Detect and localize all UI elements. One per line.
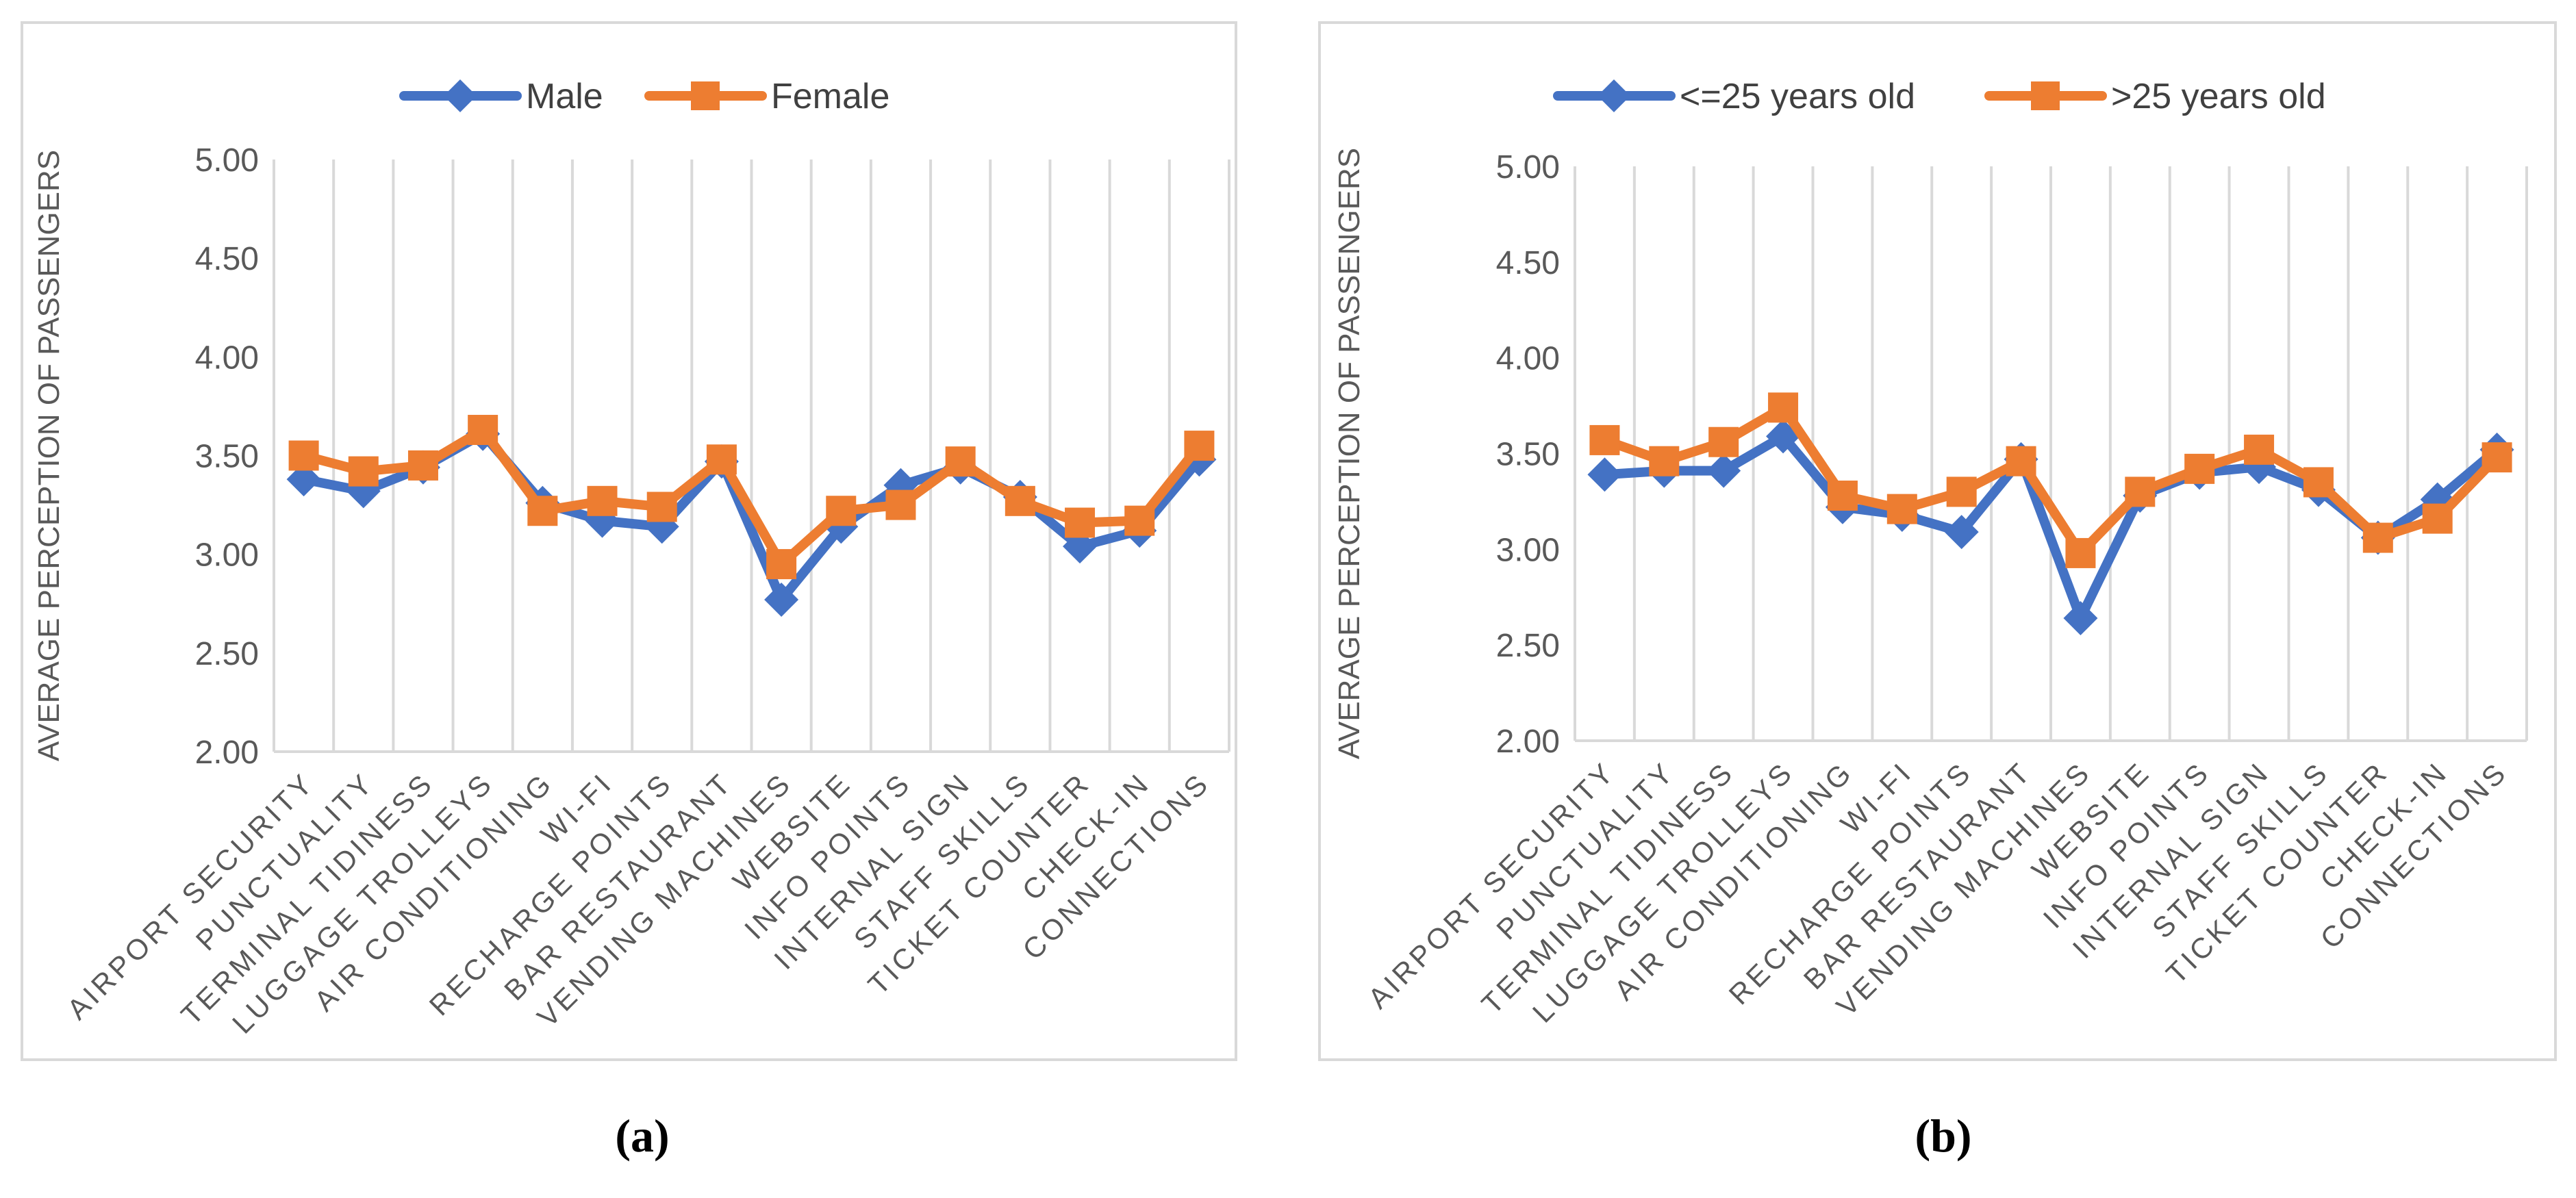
legend-item: >25 years old (1984, 77, 2326, 116)
legend-label: >25 years old (2111, 77, 2326, 116)
y-tick-label: 5.00 (1496, 149, 1560, 186)
legend-item: <=25 years old (1553, 77, 1915, 116)
data-point (2063, 601, 2098, 636)
y-tick-label: 3.00 (1496, 532, 1560, 568)
legend-label: Female (771, 77, 889, 116)
data-point (348, 456, 379, 487)
data-point (587, 485, 618, 516)
data-point (468, 415, 498, 446)
data-point (2184, 453, 2215, 484)
data-point (1827, 481, 1858, 511)
legend-item: Male (399, 77, 603, 116)
data-point (1005, 485, 1035, 516)
y-tick-label: 2.50 (195, 636, 259, 672)
data-point (945, 446, 976, 477)
legend-marker (2031, 81, 2060, 110)
y-tick-label: 3.50 (1496, 437, 1560, 473)
data-point (2422, 503, 2453, 534)
y-tick-label: 4.00 (195, 340, 259, 376)
data-point (2482, 442, 2512, 473)
y-tick-label: 4.50 (1496, 245, 1560, 281)
legend-marker (691, 81, 720, 110)
data-point (1944, 515, 1979, 550)
legend-label: <=25 years old (1680, 77, 1915, 116)
chart-frame (21, 21, 1237, 1061)
y-axis-label: AVERAGE PERCEPTION OF PASSENGERS (32, 150, 66, 761)
y-tick-label: 5.00 (195, 142, 259, 179)
data-point (1124, 505, 1155, 536)
data-point (1589, 424, 1620, 455)
data-point (2244, 434, 2275, 465)
series-line (1600, 403, 2502, 558)
y-tick-label: 2.00 (195, 735, 259, 771)
caption-b: (b) (1915, 1110, 1972, 1162)
data-point (1768, 392, 1799, 423)
data-point (1184, 431, 1215, 461)
legend-marker (1598, 79, 1630, 112)
data-point (2065, 537, 2096, 568)
legend-item: Female (644, 77, 889, 116)
data-point (2303, 467, 2334, 498)
y-tick-label: 2.50 (1496, 628, 1560, 664)
data-point (885, 489, 916, 520)
data-point (2125, 476, 2156, 507)
data-point (407, 450, 438, 481)
data-point (706, 444, 737, 475)
data-point (1587, 457, 1622, 492)
data-point (286, 462, 321, 497)
y-tick-label: 4.50 (195, 241, 259, 277)
caption-a: (a) (615, 1110, 670, 1162)
data-point (288, 440, 319, 471)
data-point (1708, 426, 1739, 457)
y-tick-label: 3.00 (195, 537, 259, 574)
data-point (764, 582, 799, 617)
data-point (826, 496, 857, 526)
data-point (527, 496, 558, 526)
chart-panel-a: 2.00 2.50 3.00 3.50 4.00 4.50 5.00 AVERAGE PERC… (21, 21, 1237, 1061)
data-point (1065, 507, 1096, 538)
y-axis-label: AVERAGE PERCEPTION OF PASSENGERS (1333, 148, 1366, 759)
data-point (1946, 476, 1977, 507)
legend-label: Male (526, 77, 603, 116)
series-line (299, 425, 1204, 570)
data-point (1649, 446, 1680, 476)
data-point (1886, 494, 1917, 524)
y-tick-label: 2.00 (1496, 724, 1560, 760)
data-point (766, 549, 797, 580)
chart-panel-b: 2.00 2.50 3.00 3.50 4.00 4.50 5.00 AVERAGE PERC… (1318, 21, 2557, 1061)
y-tick-label: 3.50 (195, 439, 259, 475)
legend-marker (444, 79, 477, 112)
data-point (646, 492, 677, 522)
data-point (1063, 529, 1098, 564)
data-point (2006, 446, 2036, 476)
data-point (1706, 453, 1741, 488)
data-point (2362, 522, 2393, 553)
y-tick-label: 4.00 (1496, 341, 1560, 377)
